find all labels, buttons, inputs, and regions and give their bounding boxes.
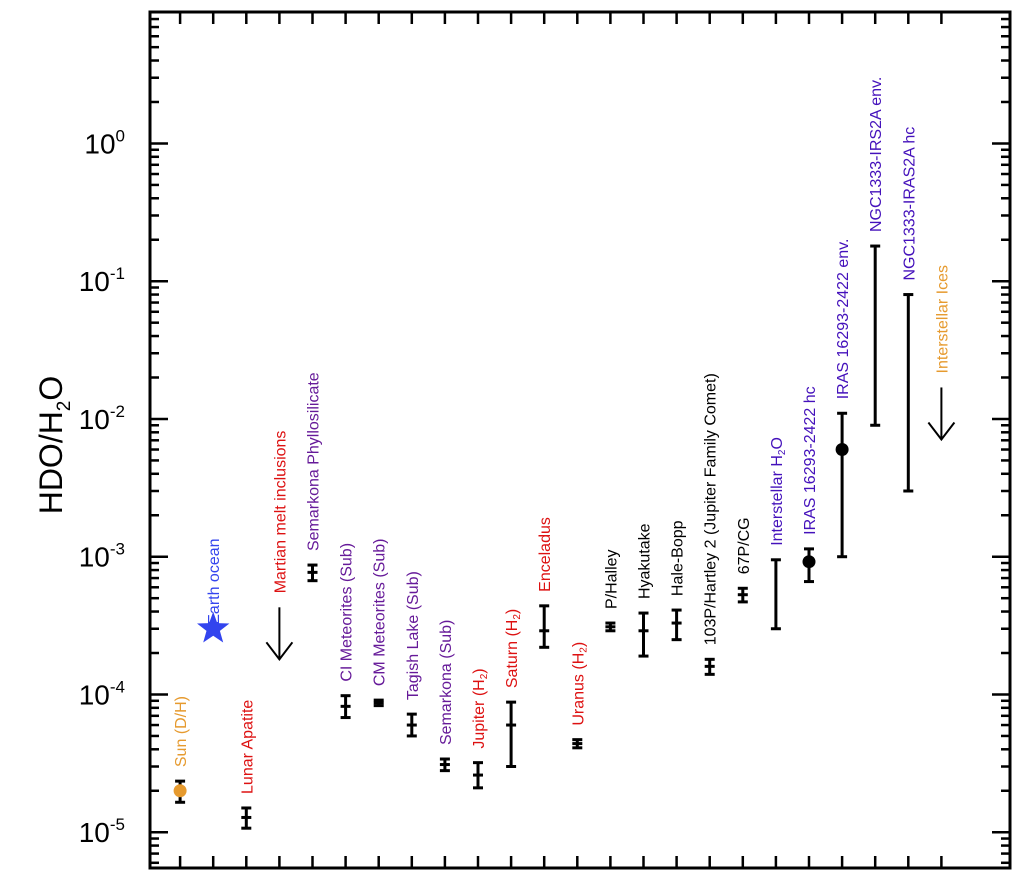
point-label: P/Halley xyxy=(603,549,620,609)
point-label: Jupiter (H2) xyxy=(471,668,490,748)
point-label: Earth ocean xyxy=(206,538,223,624)
y-tick-label: 10-5 xyxy=(79,815,125,848)
point-label: Tagish Lake (Sub) xyxy=(405,571,422,700)
y-tick-label: 10-2 xyxy=(79,402,125,435)
y-axis-label-sub: 2 xyxy=(54,401,75,412)
point-label: IRAS 16293-2422 hc xyxy=(802,386,819,535)
data-marks xyxy=(173,244,956,830)
y-axis-label-main: HDO/H xyxy=(33,411,69,514)
point-label: 103P/Hartley 2 (Jupiter Family Comet) xyxy=(703,373,720,645)
data-point xyxy=(197,611,230,643)
x-ticks xyxy=(178,12,943,868)
point-label: Interstellar Ices xyxy=(934,265,951,373)
data-point xyxy=(173,784,187,798)
point-label: Hyakutake xyxy=(637,523,654,599)
point-labels: Sun (D/H) Earth ocean Lunar Apatite Martian… xyxy=(173,77,951,794)
y-tick-label: 100 xyxy=(84,126,125,159)
point-label: Enceladus xyxy=(537,517,554,592)
point-label: 67P/CG xyxy=(736,517,753,574)
y-tick-label: 10-3 xyxy=(79,540,125,573)
point-label: Interstellar H2O xyxy=(769,437,788,546)
point-label: Martian melt inclusions xyxy=(272,431,289,594)
y-tick-label: 10-4 xyxy=(79,677,125,710)
point-label: Saturn (H2) xyxy=(504,609,523,688)
point-label: CI Meteorites (Sub) xyxy=(339,543,356,682)
point-label: CM Meteorites (Sub) xyxy=(372,539,389,687)
data-point xyxy=(802,555,816,569)
point-label: Sun (D/H) xyxy=(173,696,190,767)
y-axis-label-tail: O xyxy=(33,376,69,401)
y-axis-label: HDO/H2O xyxy=(33,376,75,515)
y-tick-label: 10-1 xyxy=(79,264,125,297)
point-label: NGC1333-IRAS2A hc xyxy=(901,127,918,281)
data-point xyxy=(835,443,849,457)
point-label: IRAS 16293-2422 env. xyxy=(835,239,852,400)
upper-limit-arrowhead xyxy=(265,641,294,661)
point-label: Semarkona Phyllosilicate xyxy=(306,372,323,551)
y-ticks: 100 10-1 10-2 10-3 10-4 10-5 xyxy=(79,10,1010,865)
point-label: Semarkona (Sub) xyxy=(438,620,455,745)
point-label: Hale-Bopp xyxy=(670,520,687,596)
upper-limit-arrowhead xyxy=(927,421,956,442)
point-label: Uranus (H2) xyxy=(570,642,589,726)
point-label: NGC1333-IRS2A env. xyxy=(868,77,885,232)
point-label: Lunar Apatite xyxy=(239,700,256,794)
